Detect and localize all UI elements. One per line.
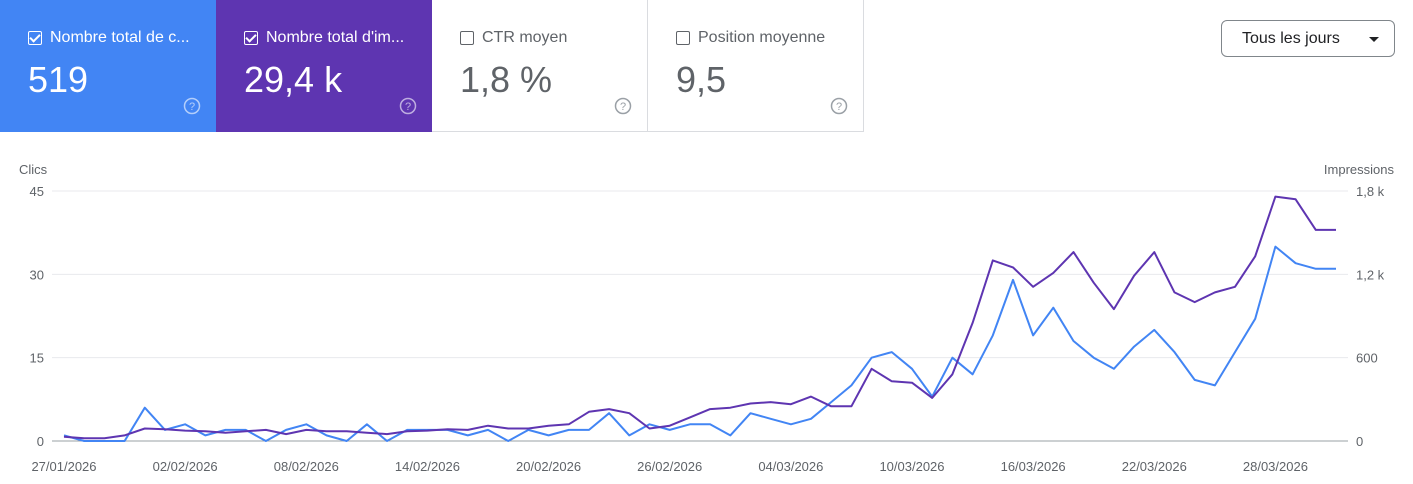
checkbox-checked-icon[interactable] <box>244 31 258 45</box>
metric-label: Nombre total de c... <box>50 29 190 46</box>
metric-value: 29,4 k <box>244 59 343 100</box>
metric-value: 9,5 <box>676 59 727 100</box>
left-axis-title: Clics <box>19 162 48 177</box>
svg-text:?: ? <box>836 101 842 113</box>
x-axis-tick-label: 22/03/2026 <box>1122 459 1187 474</box>
help-icon[interactable]: ? <box>830 97 848 115</box>
series-line-impressions <box>63 195 1336 440</box>
help-icon[interactable]: ? <box>399 97 417 115</box>
x-axis-tick-label: 16/03/2026 <box>1001 459 1066 474</box>
metric-label: Position moyenne <box>698 29 826 46</box>
metric-card-average-ctr[interactable]: CTR moyen 1,8 % ? <box>432 0 648 132</box>
right-axis-tick-label: 1,2 k <box>1356 267 1385 282</box>
svg-text:?: ? <box>189 101 195 113</box>
metric-card-total-clicks[interactable]: Nombre total de c... 519 ? <box>0 0 216 132</box>
x-axis-tick-label: 27/01/2026 <box>31 459 96 474</box>
right-axis-title: Impressions <box>1324 162 1395 177</box>
gridlines <box>52 190 1348 442</box>
right-axis-tick-label: 600 <box>1356 351 1378 366</box>
svg-text:?: ? <box>620 101 626 113</box>
left-axis-tick-label: 45 <box>30 184 44 199</box>
help-icon[interactable]: ? <box>183 97 201 115</box>
checkbox-checked-icon[interactable] <box>28 31 42 45</box>
right-axis-tick-label: 1,8 k <box>1356 184 1385 199</box>
metric-card-total-impressions[interactable]: Nombre total d'im... 29,4 k ? <box>216 0 432 132</box>
left-axis-tick-label: 30 <box>30 267 44 282</box>
checkbox-unchecked-icon[interactable] <box>676 31 690 45</box>
caret-down-icon <box>1369 37 1379 42</box>
right-axis-ticks: 1,8 k 1,2 k 600 0 <box>1356 184 1385 449</box>
x-axis-tick-label: 02/02/2026 <box>153 459 218 474</box>
left-axis-tick-label: 0 <box>37 434 44 449</box>
left-axis-ticks: 45 30 15 0 <box>30 184 44 449</box>
x-axis-tick-label: 04/03/2026 <box>758 459 823 474</box>
x-axis-tick-label: 14/02/2026 <box>395 459 460 474</box>
metric-value: 1,8 % <box>460 59 553 100</box>
x-axis-tick-label: 08/02/2026 <box>274 459 339 474</box>
metric-card-average-position[interactable]: Position moyenne 9,5 ? <box>648 0 864 132</box>
checkbox-unchecked-icon[interactable] <box>460 31 474 45</box>
metric-value: 519 <box>28 59 89 100</box>
x-axis-ticks: 27/01/2026 02/02/2026 08/02/2026 14/02/2026… <box>31 459 1308 474</box>
x-axis-tick-label: 20/02/2026 <box>516 459 581 474</box>
series-lines <box>63 195 1336 442</box>
right-axis-tick-label: 0 <box>1356 434 1363 449</box>
svg-text:?: ? <box>405 101 411 113</box>
date-granularity-dropdown[interactable]: Tous les jours <box>1221 20 1395 57</box>
help-icon[interactable]: ? <box>614 97 632 115</box>
performance-line-chart: Clics Impressions 45 30 15 0 1,8 k 1,2 k 600 0… <box>19 162 1395 474</box>
series-line-clics <box>63 245 1336 442</box>
x-axis-tick-label: 26/02/2026 <box>637 459 702 474</box>
dropdown-label: Tous les jours <box>1242 29 1340 47</box>
left-axis-tick-label: 15 <box>30 351 44 366</box>
metric-label: Nombre total d'im... <box>266 29 405 46</box>
x-axis-tick-label: 10/03/2026 <box>879 459 944 474</box>
x-axis-tick-label: 28/03/2026 <box>1243 459 1308 474</box>
metric-label: CTR moyen <box>482 29 568 46</box>
